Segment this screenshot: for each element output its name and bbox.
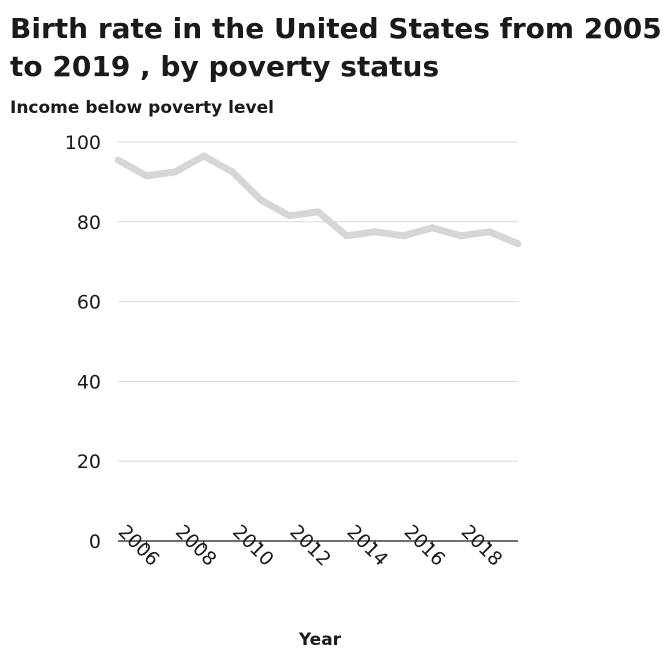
- gridlines: [118, 141, 518, 462]
- data-point: [286, 212, 293, 220]
- y-tick-label: 20: [77, 451, 101, 473]
- x-tick-label: 2006: [114, 521, 164, 571]
- x-tick-label: 2016: [400, 521, 450, 571]
- y-axis-label: Income below poverty level: [10, 98, 274, 118]
- data-point: [457, 232, 465, 240]
- x-tick-label: 2014: [342, 521, 392, 571]
- x-axis-label: Year: [298, 630, 342, 650]
- data-point: [428, 224, 436, 232]
- chart-title: Birth rate in the United States from 200…: [10, 12, 662, 83]
- y-tick-label: 60: [77, 292, 101, 314]
- data-point: [486, 228, 493, 236]
- data-point: [371, 228, 379, 236]
- data-point: [400, 232, 408, 240]
- y-tick-label: 80: [77, 212, 101, 234]
- x-tick-label: 2008: [171, 521, 221, 571]
- data-point: [257, 196, 265, 204]
- x-tick-label: 2018: [457, 521, 507, 571]
- data-point: [314, 208, 322, 216]
- series-line: [116, 152, 520, 247]
- series-layer: [114, 152, 522, 248]
- data-point: [143, 172, 151, 180]
- data-point: [514, 240, 522, 248]
- data-point: [114, 156, 122, 164]
- x-tick-label: 2012: [285, 521, 335, 571]
- y-tick-labels: 0 20 40 60 80 100: [65, 132, 101, 553]
- data-point: [200, 152, 208, 160]
- y-tick-label: 40: [77, 371, 101, 393]
- x-tick-label: 2010: [228, 521, 278, 571]
- y-tick-label: 100: [65, 132, 101, 154]
- data-point: [228, 168, 236, 176]
- data-point: [343, 232, 350, 240]
- y-tick-label: 0: [89, 531, 101, 553]
- x-tick-labels: 2006 2008 2010 2012 2014 2016 2018: [114, 521, 507, 571]
- data-point: [171, 168, 179, 176]
- axes: [118, 540, 518, 548]
